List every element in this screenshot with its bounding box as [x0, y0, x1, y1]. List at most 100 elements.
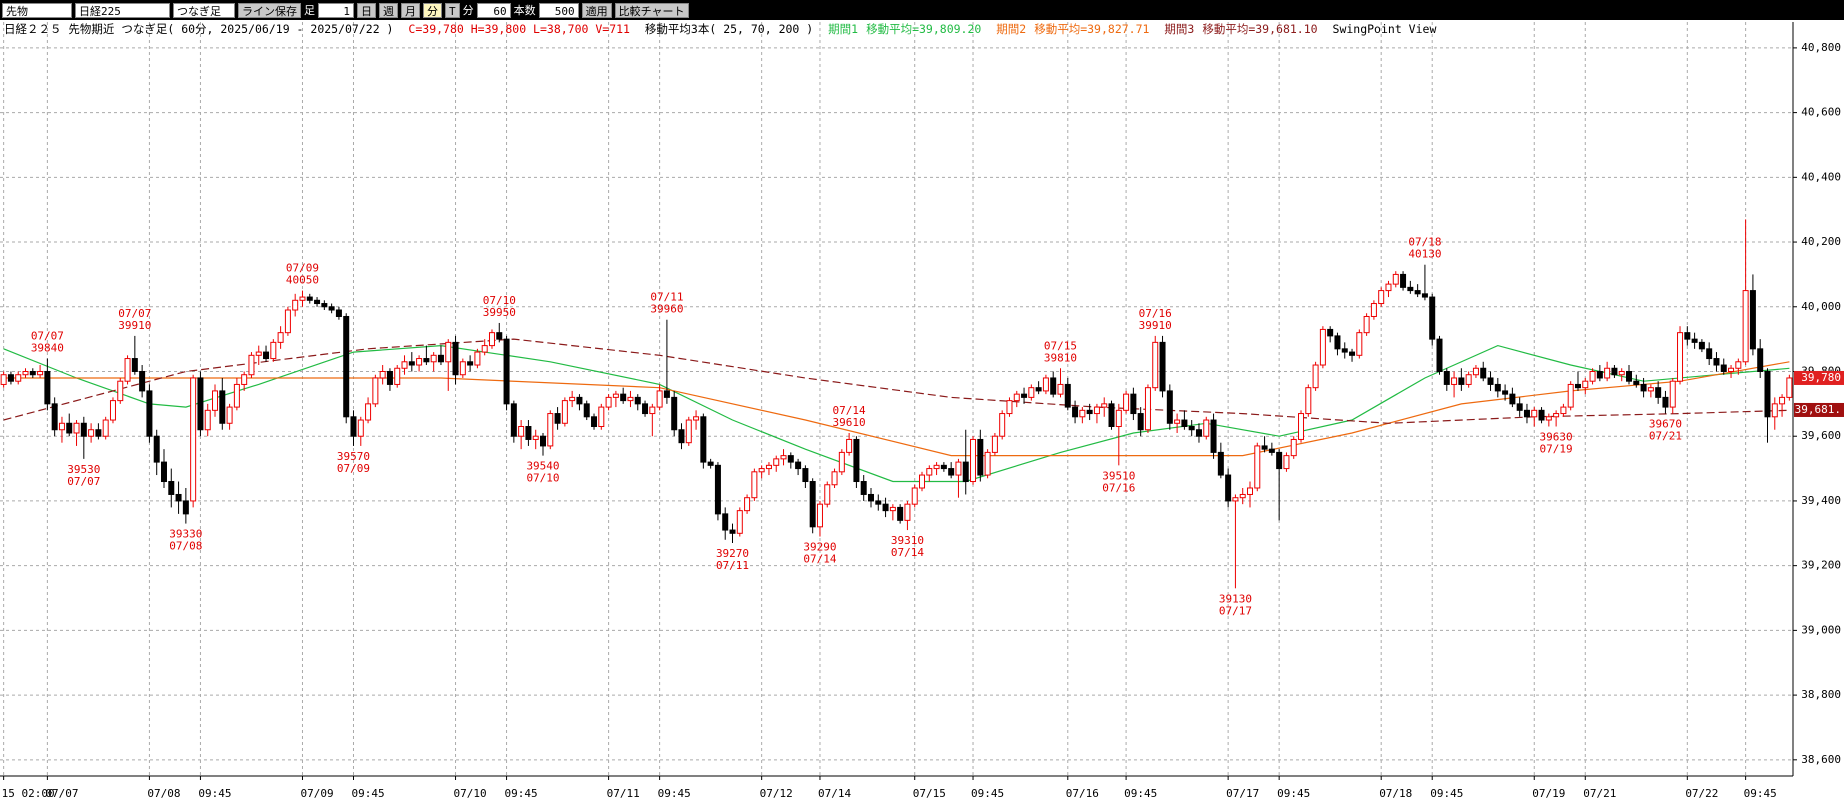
candle-body: [1647, 387, 1654, 392]
candle-body: [678, 429, 685, 444]
period-button[interactable]: 週: [379, 2, 398, 18]
candle-body: [1093, 406, 1100, 415]
candle-body: [1669, 380, 1676, 408]
candle-body: [1429, 296, 1436, 340]
candle-body: [284, 309, 291, 334]
candle-body: [853, 438, 860, 483]
candle-body: [343, 315, 350, 418]
bars-input[interactable]: 500: [538, 2, 579, 18]
period-button[interactable]: 日: [357, 2, 376, 18]
swing-date: 07/10: [483, 294, 516, 307]
legend-value: 移動平均=39,809.20: [866, 22, 982, 36]
candle-body: [226, 406, 233, 424]
y-tick-label: 39,200: [1801, 559, 1841, 572]
candle-body: [540, 435, 547, 447]
candle-body: [948, 468, 955, 476]
candle-body: [991, 435, 998, 453]
count-input[interactable]: 1: [318, 2, 354, 18]
swing-price: 39310: [891, 534, 924, 547]
candle-body: [860, 481, 867, 495]
candle-body: [926, 468, 933, 476]
candle-body: [1108, 403, 1115, 428]
candle-body: [437, 354, 444, 363]
candle-body: [882, 503, 889, 512]
swing-date: 07/11: [716, 559, 749, 572]
candle-body: [940, 464, 947, 470]
legend-value: 移動平均=39,827.71: [1034, 22, 1150, 36]
interval-input[interactable]: 60: [476, 2, 511, 18]
legend-name: 期間3: [1164, 22, 1195, 36]
candle-body: [634, 396, 641, 405]
candle-body: [1334, 335, 1341, 350]
swing-price: 39910: [118, 319, 151, 332]
candle-body: [1655, 387, 1662, 398]
candle-body: [1451, 377, 1458, 385]
swing-price: 39960: [650, 303, 683, 316]
candle-body: [1305, 387, 1312, 415]
period-button[interactable]: T: [445, 2, 460, 18]
x-tick-label: 07/18: [1379, 787, 1412, 800]
candle-body: [1698, 341, 1705, 350]
candle-body: [1749, 290, 1756, 350]
candle-body: [1261, 445, 1268, 450]
swing-date: 07/18: [1408, 236, 1441, 249]
candle-body: [22, 370, 29, 376]
candle-body: [591, 416, 598, 428]
candle-body: [263, 351, 270, 360]
bars-label: 本数: [513, 4, 536, 17]
swing-date: 07/16: [1139, 307, 1172, 320]
candle-body: [824, 484, 831, 505]
swing-price: 39540: [526, 460, 559, 473]
candle-body: [416, 358, 423, 366]
x-tick-label: 09:45: [505, 787, 538, 800]
candle-body: [897, 506, 904, 521]
save-button[interactable]: ライン保存: [238, 2, 301, 18]
candle-body: [773, 458, 780, 466]
x-tick-label: 09:45: [971, 787, 1004, 800]
candle-body: [1626, 370, 1633, 382]
candle-body: [1276, 451, 1283, 470]
candle-body: [335, 309, 342, 317]
period-button[interactable]: 月: [401, 2, 420, 18]
x-tick-label: 07/16: [1066, 787, 1099, 800]
candle-body: [1239, 493, 1246, 499]
candle-body: [66, 422, 73, 434]
candle-body: [1166, 390, 1173, 424]
candle-body: [204, 409, 211, 431]
candle-body: [1188, 426, 1195, 431]
swing-price: 39670: [1649, 418, 1682, 431]
swing-price: 39330: [169, 528, 202, 541]
swing-price: 39610: [833, 416, 866, 429]
market-select[interactable]: 先物: [2, 2, 72, 18]
swing-date: 07/10: [526, 472, 559, 485]
candle-body: [605, 396, 612, 408]
candle-body: [1174, 419, 1181, 424]
ashi-label: 足: [304, 4, 315, 17]
x-tick-label: 07/09: [300, 787, 333, 800]
candle-body: [1684, 332, 1691, 340]
legend-name: 期間1: [828, 22, 859, 36]
candle-body: [1757, 348, 1764, 372]
candle-body: [0, 374, 7, 385]
period-button[interactable]: 分: [423, 2, 442, 18]
y-tick-label: 40,000: [1801, 300, 1841, 313]
candle-body: [321, 303, 328, 308]
candle-body: [1713, 358, 1720, 366]
legend-name: 期間2: [996, 22, 1027, 36]
candle-body: [292, 299, 299, 311]
x-tick-label: 09:45: [658, 787, 691, 800]
symbol-select[interactable]: 日経225: [75, 2, 170, 18]
candle-body: [299, 296, 306, 301]
candle-body: [809, 481, 816, 528]
candle-body: [1042, 377, 1049, 392]
candle-body: [1589, 370, 1596, 382]
ma-header: 移動平均3本( 25, 70, 200 ): [644, 22, 814, 36]
bar-type-select[interactable]: つなぎ足: [173, 2, 235, 18]
x-tick-label: 07/12: [760, 787, 793, 800]
apply-button[interactable]: 適用: [581, 2, 612, 18]
price-tag: [1794, 370, 1844, 385]
candle-body: [1225, 474, 1232, 502]
candle-body: [146, 390, 153, 437]
compare-button[interactable]: 比較チャート: [614, 2, 689, 18]
